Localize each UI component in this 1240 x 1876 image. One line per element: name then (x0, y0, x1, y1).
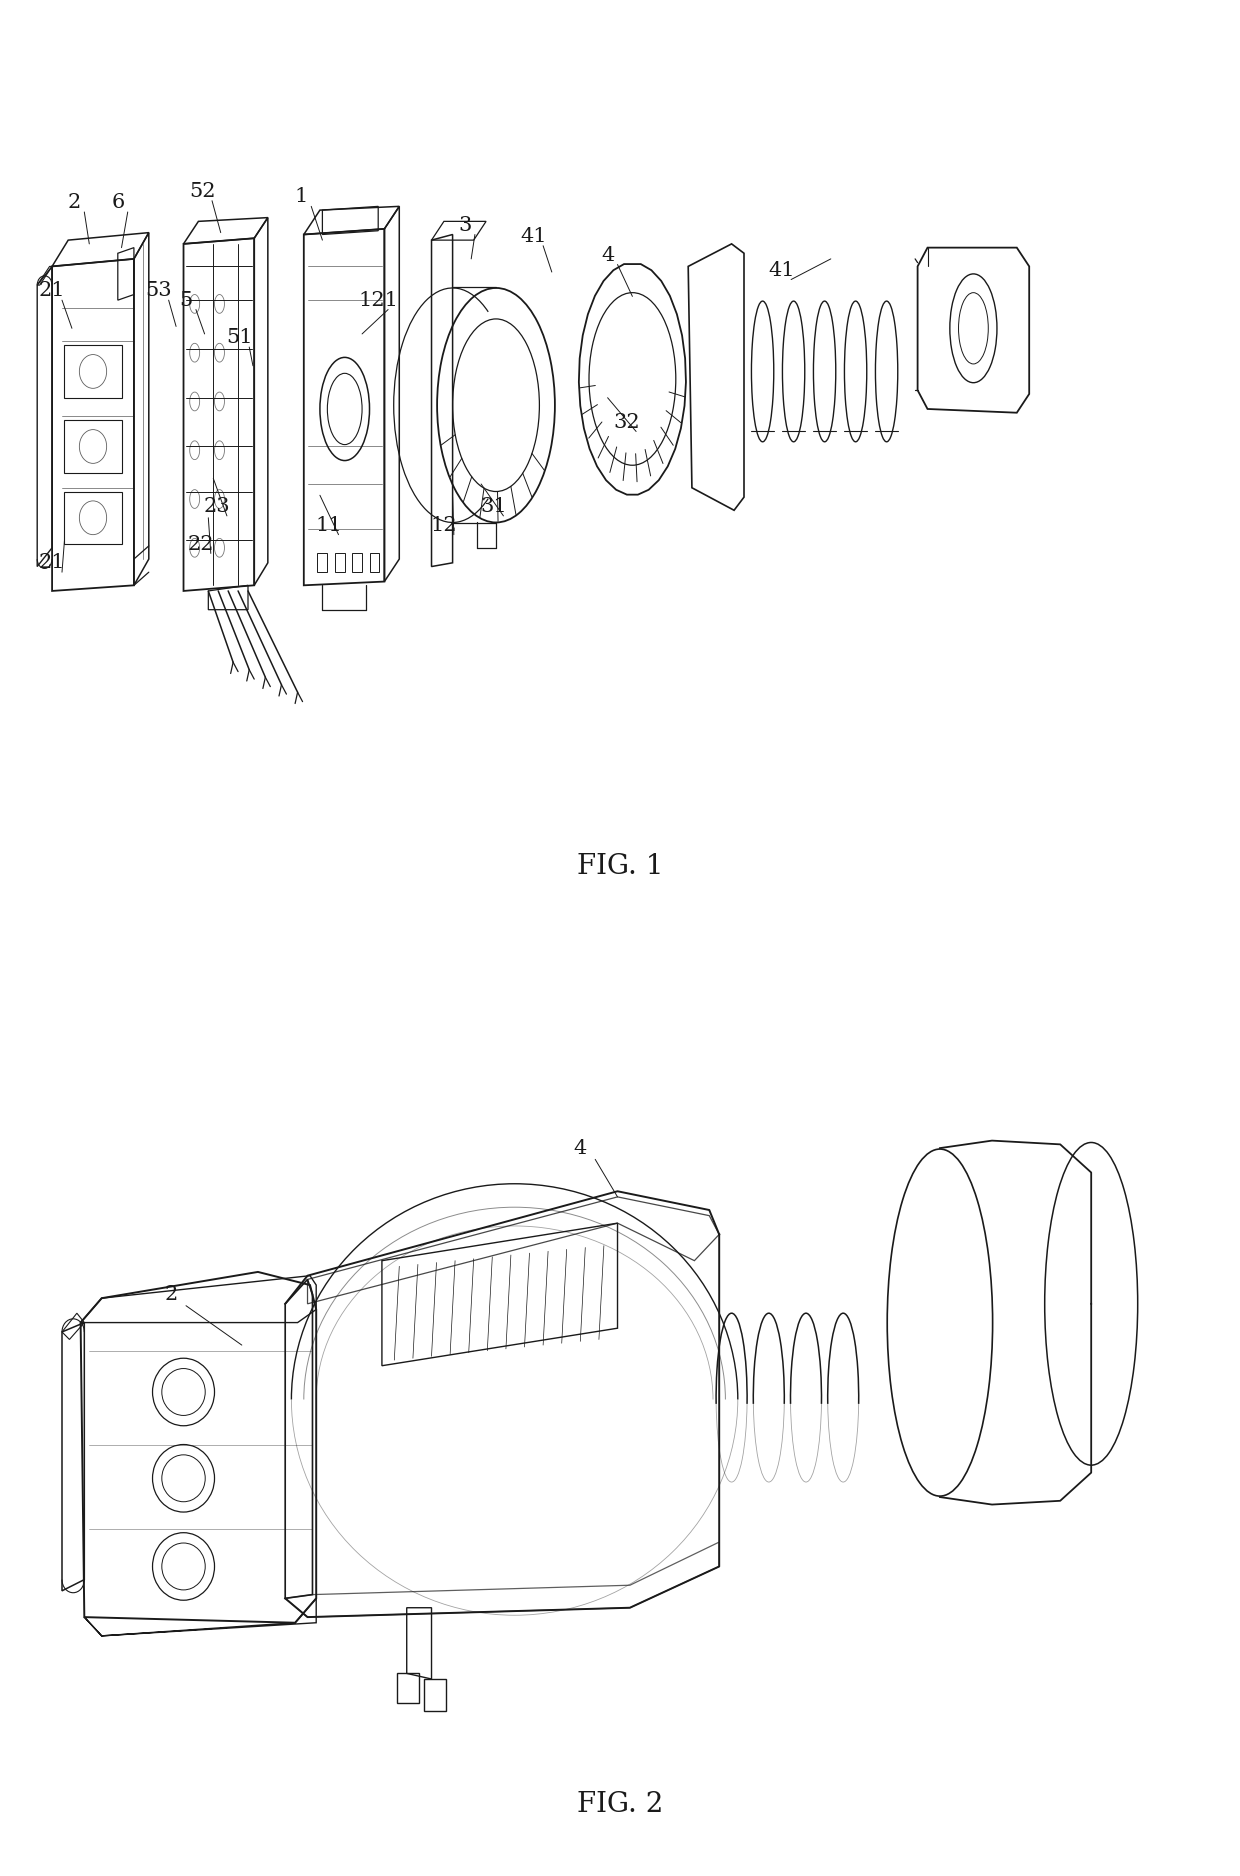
Text: 12: 12 (430, 516, 458, 535)
Text: 2: 2 (68, 193, 81, 212)
Text: 21: 21 (38, 553, 66, 572)
Text: FIG. 2: FIG. 2 (577, 1792, 663, 1818)
Text: 21: 21 (38, 281, 66, 300)
Text: 31: 31 (480, 497, 507, 516)
Text: 23: 23 (203, 497, 231, 516)
Text: 4: 4 (574, 1139, 587, 1157)
Text: 11: 11 (315, 516, 342, 535)
Text: FIG. 1: FIG. 1 (577, 854, 663, 880)
Text: 22: 22 (187, 535, 215, 553)
Text: 41: 41 (520, 227, 547, 246)
Text: 2: 2 (165, 1285, 177, 1304)
Text: 5: 5 (180, 291, 192, 310)
Text: 4: 4 (601, 246, 614, 265)
Text: 41: 41 (768, 261, 795, 280)
Text: 52: 52 (188, 182, 216, 201)
Text: 3: 3 (459, 216, 471, 234)
Text: 51: 51 (226, 328, 253, 347)
Text: 121: 121 (358, 291, 398, 310)
Text: 53: 53 (145, 281, 172, 300)
Text: 6: 6 (112, 193, 124, 212)
Text: 1: 1 (295, 188, 308, 206)
Text: 32: 32 (613, 413, 640, 431)
